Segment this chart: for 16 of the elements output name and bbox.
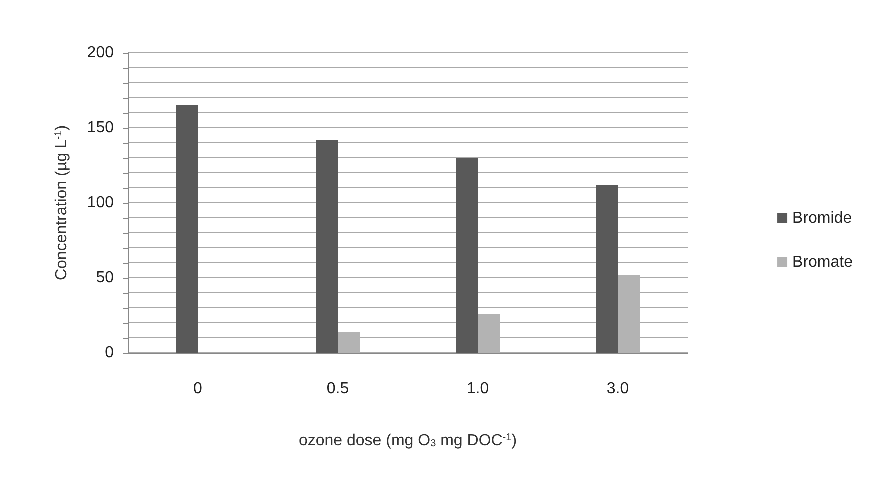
bar	[456, 158, 478, 353]
y-axis-title: Concentration (µg L-1)	[54, 125, 70, 281]
y-tick-label: 100	[87, 194, 114, 212]
y-tick-label: 50	[96, 270, 114, 286]
bar	[176, 106, 198, 353]
legend-label: Bromide	[792, 210, 852, 227]
bar	[596, 185, 618, 353]
legend-label: Bromate	[792, 254, 854, 271]
y-tick-label: 200	[87, 44, 114, 62]
x-tick-label: 0	[194, 380, 203, 398]
x-tick-label: 1.0	[466, 380, 490, 398]
x-tick-label: 3.0	[606, 380, 630, 398]
x-tick-label: 0.5	[326, 380, 350, 398]
bar	[316, 140, 338, 353]
y-tick-label: 0	[105, 344, 114, 362]
y-tick-label: 150	[87, 120, 114, 136]
